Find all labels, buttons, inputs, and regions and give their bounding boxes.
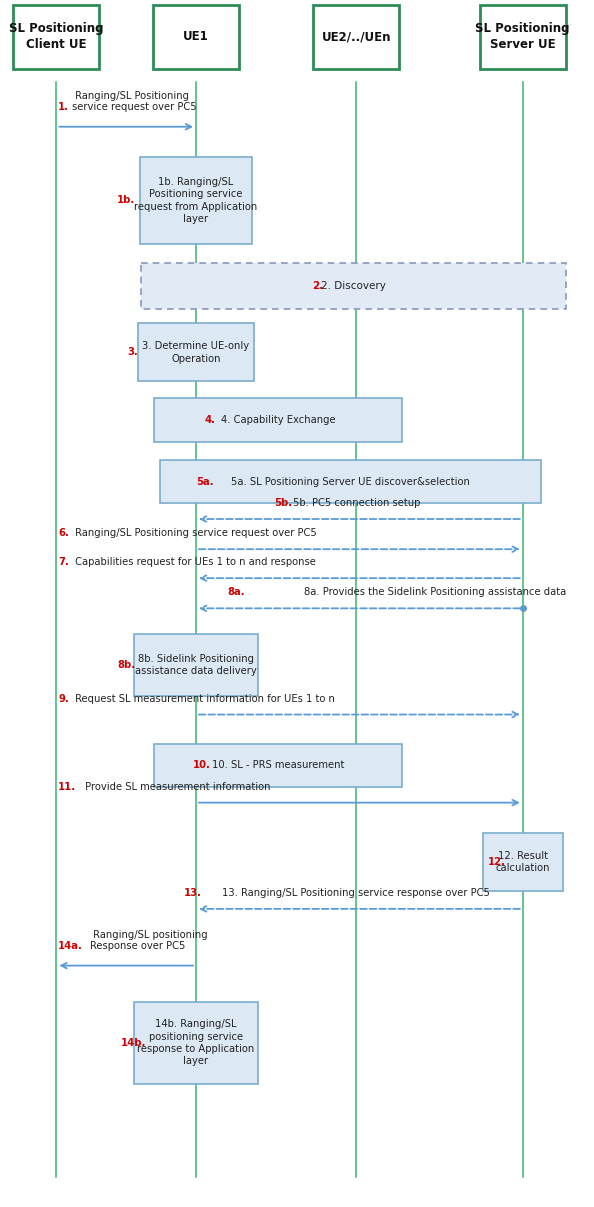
FancyBboxPatch shape <box>140 157 252 244</box>
Text: Ranging/SL Positioning service request over PC5: Ranging/SL Positioning service request o… <box>72 529 317 538</box>
Text: 10. SL - PRS measurement: 10. SL - PRS measurement <box>212 760 344 770</box>
Text: UE1: UE1 <box>183 30 209 43</box>
Text: Capabilities request for UEs 1 to n and response: Capabilities request for UEs 1 to n and … <box>72 558 316 567</box>
Text: 5b. PC5 connection setup: 5b. PC5 connection setup <box>293 498 420 508</box>
Text: 8b.: 8b. <box>118 660 135 670</box>
Text: 5a. SL Positioning Server UE discover&selection: 5a. SL Positioning Server UE discover&se… <box>231 477 470 486</box>
Text: 13.: 13. <box>184 888 201 898</box>
FancyBboxPatch shape <box>153 5 239 69</box>
Text: 4.: 4. <box>204 415 215 425</box>
Text: 1b. Ranging/SL
Positioning service
request from Application
layer: 1b. Ranging/SL Positioning service reque… <box>134 176 258 225</box>
Text: 13. Ranging/SL Positioning service response over PC5: 13. Ranging/SL Positioning service respo… <box>223 888 490 898</box>
Text: 14b.: 14b. <box>121 1038 146 1048</box>
Text: 1.: 1. <box>58 103 69 112</box>
FancyBboxPatch shape <box>134 634 258 696</box>
Text: SL Positioning
Client UE: SL Positioning Client UE <box>9 22 104 52</box>
Text: 3.: 3. <box>127 348 138 357</box>
Text: 12. Result
calculation: 12. Result calculation <box>495 851 550 873</box>
FancyBboxPatch shape <box>314 5 399 69</box>
Text: 2.: 2. <box>312 281 323 291</box>
Text: 3. Determine UE-only
Operation: 3. Determine UE-only Operation <box>143 342 249 363</box>
Text: SL Positioning
Server UE: SL Positioning Server UE <box>475 22 570 52</box>
Text: 8a. Provides the Sidelink Positioning assistance data: 8a. Provides the Sidelink Positioning as… <box>304 588 566 597</box>
Text: 10. SL - PRS measurement: 10. SL - PRS measurement <box>212 760 344 770</box>
Text: 13. Ranging/SL Positioning service response over PC5: 13. Ranging/SL Positioning service respo… <box>223 888 490 898</box>
FancyBboxPatch shape <box>138 323 254 381</box>
Text: 5a.: 5a. <box>197 477 214 486</box>
Text: 11.: 11. <box>58 782 77 792</box>
Text: UE2/../UEn: UE2/../UEn <box>321 30 391 43</box>
Text: 8b. Sidelink Positioning
assistance data delivery: 8b. Sidelink Positioning assistance data… <box>135 654 257 676</box>
Text: 5b. PC5 connection setup: 5b. PC5 connection setup <box>293 498 420 508</box>
Text: 12.: 12. <box>488 857 505 867</box>
Text: 5a. SL Positioning Server UE discover&selection: 5a. SL Positioning Server UE discover&se… <box>231 477 470 486</box>
Text: 1b. Ranging/SL
Positioning service
request from Application
layer: 1b. Ranging/SL Positioning service reque… <box>134 177 258 223</box>
FancyBboxPatch shape <box>154 398 402 442</box>
FancyBboxPatch shape <box>134 1002 258 1084</box>
Text: 8b. Sidelink Positioning
assistance data delivery: 8b. Sidelink Positioning assistance data… <box>135 654 257 676</box>
FancyBboxPatch shape <box>482 833 563 891</box>
Text: Ranging/SL positioning
Response over PC5: Ranging/SL positioning Response over PC5 <box>90 929 208 951</box>
FancyBboxPatch shape <box>479 5 565 69</box>
Text: 8a. Provides the Sidelink Positioning assistance data: 8a. Provides the Sidelink Positioning as… <box>304 588 566 597</box>
Text: 8a.: 8a. <box>228 588 245 597</box>
Text: 4. Capability Exchange: 4. Capability Exchange <box>221 415 335 425</box>
FancyBboxPatch shape <box>160 460 541 503</box>
Text: 12. Result
calculation: 12. Result calculation <box>495 851 550 873</box>
FancyBboxPatch shape <box>141 263 566 309</box>
Text: 9.: 9. <box>58 694 69 704</box>
Text: 6.: 6. <box>58 529 69 538</box>
Text: 7.: 7. <box>58 558 69 567</box>
Text: Ranging/SL Positioning
service request over PC5: Ranging/SL Positioning service request o… <box>72 91 197 112</box>
Text: 2. Discovery: 2. Discovery <box>321 281 386 291</box>
Text: 2. Discovery: 2. Discovery <box>321 281 386 291</box>
FancyBboxPatch shape <box>14 5 99 69</box>
Text: 10.: 10. <box>192 760 210 770</box>
Text: 4. Capability Exchange: 4. Capability Exchange <box>221 415 335 425</box>
Text: Request SL measurement information for UEs 1 to n: Request SL measurement information for U… <box>72 694 335 704</box>
Text: 14a.: 14a. <box>58 941 83 951</box>
Text: 5b.: 5b. <box>274 498 292 508</box>
Text: 14b. Ranging/SL
positioning service
response to Application
layer: 14b. Ranging/SL positioning service resp… <box>137 1020 255 1066</box>
Text: 14b. Ranging/SL
positioning service
response to Application
layer: 14b. Ranging/SL positioning service resp… <box>137 1019 255 1067</box>
Text: 3. Determine UE-only
Operation: 3. Determine UE-only Operation <box>143 342 249 363</box>
Text: Provide SL measurement information: Provide SL measurement information <box>81 782 270 792</box>
FancyBboxPatch shape <box>154 744 402 787</box>
Text: 1b.: 1b. <box>116 196 135 205</box>
